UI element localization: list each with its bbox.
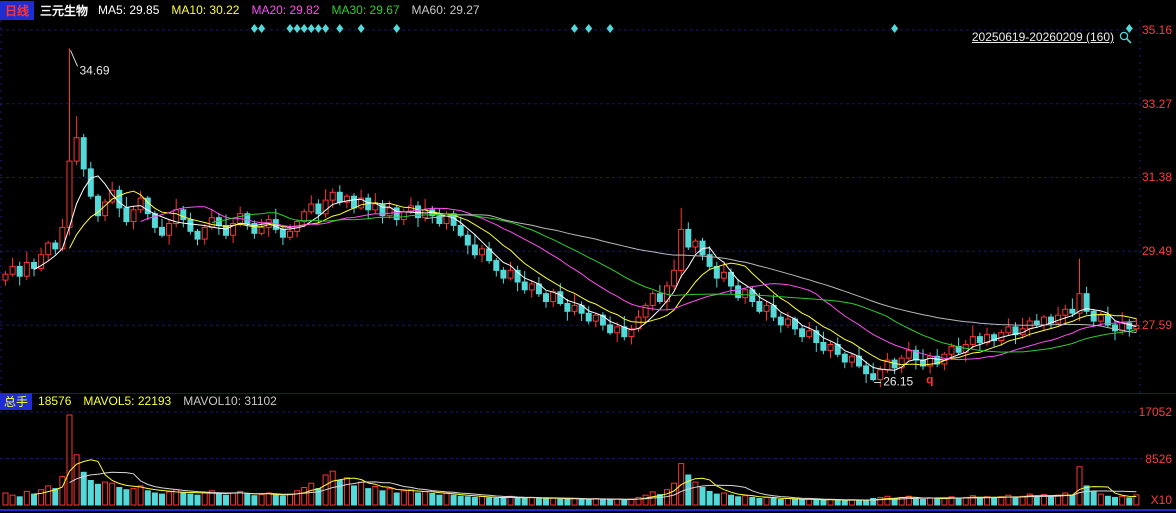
mavol5-label: MAVOL5: 22193: [83, 394, 172, 408]
price-axis-label: 29.49: [1141, 244, 1172, 258]
volume-axis-label: 8526: [1145, 452, 1172, 466]
price-axis-label: 35.16: [1141, 23, 1172, 37]
price-axis-label: 27.59: [1141, 318, 1172, 332]
indicator-header: 日线 三元生物 MA5: 29.85 MA10: 30.22 MA20: 29.…: [0, 0, 1176, 20]
period-label[interactable]: 日线: [0, 0, 35, 20]
price-chart[interactable]: 34.69 26.15 q: [0, 20, 1142, 394]
volume-value: 18576: [38, 394, 72, 408]
date-range[interactable]: 20250619-20260209 (160): [972, 30, 1132, 44]
bottom-border: [0, 509, 1176, 511]
ma20-label: MA20: 29.82: [251, 3, 320, 17]
price-axis-label: 31.38: [1141, 170, 1172, 184]
ma60-label: MA60: 29.27: [411, 3, 480, 17]
svg-text:34.69: 34.69: [80, 63, 110, 77]
stock-name: 三元生物: [40, 3, 89, 18]
svg-text:q: q: [926, 373, 933, 387]
mavol10-label: MAVOL10: 31102: [183, 394, 277, 408]
volume-pane-label[interactable]: 总手: [0, 392, 33, 410]
pane-divider: [0, 393, 1176, 394]
volume-chart[interactable]: [0, 408, 1142, 508]
volume-axis-unit: X10: [1150, 493, 1172, 507]
volume-header: 总手 18576 MAVOL5: 22193 MAVOL10: 31102: [0, 392, 277, 410]
ma10-label: MA10: 30.22: [171, 3, 240, 17]
volume-axis-label: 17052: [1138, 405, 1172, 419]
date-range-label[interactable]: 20250619-20260209 (160): [971, 30, 1114, 44]
ma5-label: MA5: 29.85: [98, 3, 160, 17]
price-axis-label: 33.27: [1141, 97, 1172, 111]
ma30-label: MA30: 29.67: [331, 3, 400, 17]
svg-text:26.15: 26.15: [883, 375, 913, 389]
magnifier-icon[interactable]: [1119, 31, 1132, 44]
